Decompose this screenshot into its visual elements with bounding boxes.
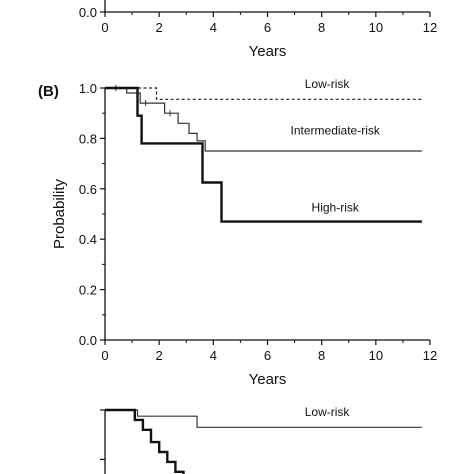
y-tick-label: 0.8 [79, 131, 97, 146]
y-tick-label: 1.0 [79, 403, 97, 418]
series-line-intermediate-risk [105, 87, 422, 152]
series-line-unnamed-1 [105, 408, 185, 474]
y-tick-label: 1.0 [79, 81, 97, 96]
x-tick-label: 4 [210, 20, 217, 35]
x-tick-label: 4 [210, 348, 217, 363]
series-label: Low-risk [305, 405, 351, 419]
panel-label: (C) [40, 401, 61, 418]
y-tick-label: 0.4 [79, 232, 97, 247]
x-tick-label: 8 [318, 348, 325, 363]
x-tick-label: 0 [101, 20, 108, 35]
x-axis-title: Years [249, 43, 287, 60]
y-tick-label: 0.2 [79, 283, 97, 298]
series-line-low-risk [105, 409, 422, 428]
y-tick-label: 0.6 [79, 182, 97, 197]
panel-b: 0 2 4 6 8 10 12 Years 0.0 0.2 0.4 0.6 0.8 1.0 Probabil… [38, 77, 437, 388]
x-tick-label: 6 [264, 20, 271, 35]
panel-c: 1.0 0.8 (C) Low-risk [40, 401, 422, 474]
x-tick-label: 0 [101, 348, 108, 363]
panel-label: (B) [38, 83, 59, 100]
series-label: Intermediate-risk [291, 124, 381, 138]
series-line-high-risk [105, 86, 422, 223]
x-tick-label: 6 [264, 348, 271, 363]
series-label: High-risk [312, 200, 360, 214]
series-line-low-risk [105, 87, 422, 100]
x-axis-title: Years [249, 371, 287, 388]
series-label: Low-risk [305, 77, 351, 91]
y-tick-label: 0.0 [79, 333, 97, 348]
panel-a: 0 2 4 6 8 10 12 Years 0.0 [79, 0, 437, 60]
x-tick-label: 12 [423, 20, 437, 35]
x-tick-label: 2 [156, 20, 163, 35]
x-tick-label: 10 [369, 348, 383, 363]
x-tick-label: 8 [318, 20, 325, 35]
x-tick-label: 2 [156, 348, 163, 363]
y-tick-label: 0.8 [79, 452, 97, 467]
y-axis-title: Probability [51, 178, 68, 249]
x-tick-label: 10 [369, 20, 383, 35]
x-tick-label: 12 [423, 348, 437, 363]
y-tick-label: 0.0 [79, 5, 97, 20]
